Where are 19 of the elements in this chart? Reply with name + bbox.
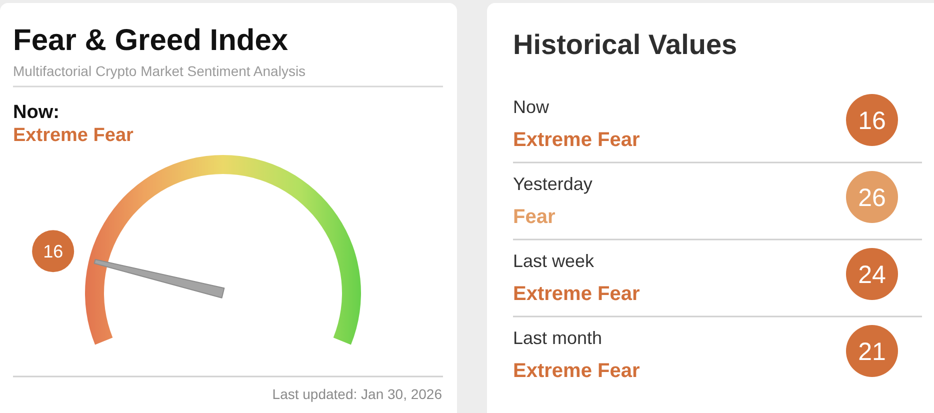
- category-label: Last month: [513, 328, 602, 348]
- data-label: 16: [858, 107, 886, 135]
- data-label: 16: [43, 241, 64, 262]
- data-label: 24: [858, 261, 886, 289]
- text: Historical Values: [513, 29, 738, 60]
- text: Last updated: Jan 30, 2026: [272, 386, 442, 402]
- text: Extreme Fear: [513, 360, 640, 382]
- text: Multifactorial Crypto Market Sentiment Analysis: [13, 63, 306, 79]
- text: Now:: [13, 102, 60, 123]
- text: Extreme Fear: [13, 125, 134, 146]
- text: Fear & Greed Index: [13, 24, 288, 57]
- data-label: 26: [858, 184, 886, 212]
- category-label: Last week: [513, 251, 596, 271]
- data-label: 21: [858, 338, 886, 366]
- category-label: Now: [513, 97, 550, 117]
- text: Extreme Fear: [513, 283, 640, 305]
- text: Extreme Fear: [513, 129, 640, 151]
- category-label: Yesterday: [513, 174, 592, 194]
- text: Fear: [513, 206, 556, 228]
